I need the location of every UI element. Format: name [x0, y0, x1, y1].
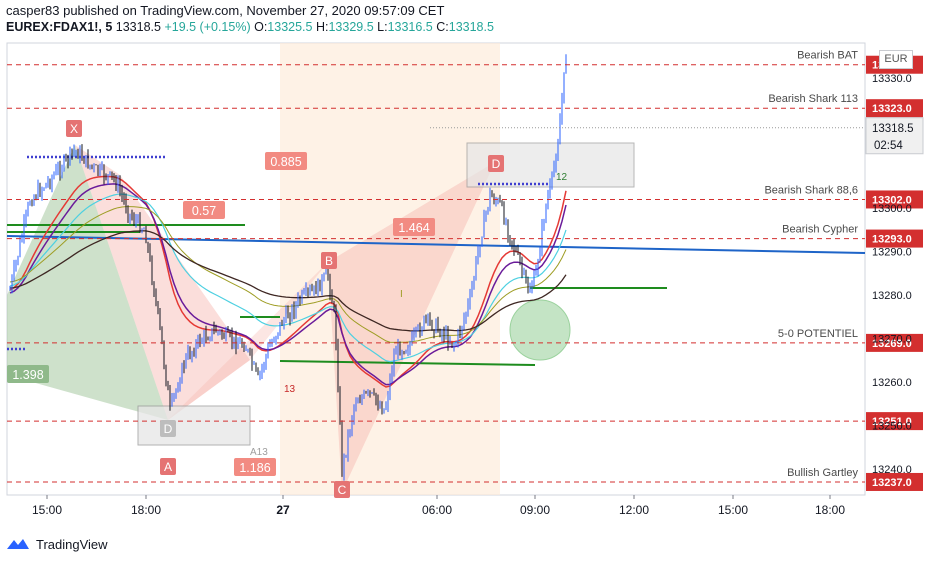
x-tick-1: 18:00	[131, 503, 161, 517]
symbol-info-bar: EUREX:FDAX1!, 5 13318.5 +19.5 (+0.15%) O…	[6, 20, 494, 34]
session-band	[280, 43, 500, 495]
price-countdown: 02:54	[874, 140, 903, 152]
x-tick-6: 15:00	[718, 503, 748, 517]
x-tick-2: 27	[276, 503, 290, 517]
open-label: O:	[254, 20, 268, 34]
pattern-triangle-green	[7, 145, 168, 420]
pattern-triangle-mid	[168, 262, 328, 420]
pattern-point-bg-0	[66, 120, 82, 137]
y-tick-2: 13260.0	[872, 377, 912, 389]
price-tag-bg-5	[866, 412, 923, 431]
level-label-0: Bearish BAT	[797, 50, 858, 62]
ratio-label-4: 1.398	[12, 368, 43, 382]
ratio-bg-4	[7, 365, 49, 383]
pattern-triangle-left	[75, 145, 250, 420]
pattern-point-bg-2	[160, 458, 176, 475]
level-label-6: Bullish Gartley	[787, 467, 858, 479]
price-tag-2: 13302.0	[872, 194, 912, 206]
pattern-point-5: D	[492, 157, 501, 171]
symbol-name[interactable]: EUREX:FDAX1!, 5	[6, 20, 113, 34]
price-tag-4: 13269.0	[872, 338, 912, 350]
y-tick-6: 13300.0	[872, 203, 912, 215]
publish-info: casper83 published on TradingView.com, N…	[6, 3, 445, 18]
footer: TradingView	[6, 534, 108, 554]
ma-black	[9, 230, 567, 332]
trend-line	[6, 235, 866, 254]
currency-button[interactable]: EUR	[879, 50, 913, 69]
low-label: L:	[377, 20, 388, 34]
close-value: 13318.5	[448, 20, 494, 34]
target-circle	[509, 299, 571, 361]
ratio-bg-2	[393, 218, 435, 236]
tradingview-logo-icon	[7, 539, 29, 549]
support-line-3	[279, 360, 536, 366]
y-tick-4: 13280.0	[872, 290, 912, 302]
last-price: 13318.5	[115, 20, 161, 34]
ma-red	[9, 175, 567, 388]
price-tag-6: 13237.0	[872, 477, 912, 489]
zone-box-low	[137, 405, 251, 446]
price-tag-1: 13323.0	[872, 103, 912, 115]
x-tick-0: 15:00	[32, 503, 62, 517]
pattern-point-1: D	[164, 422, 173, 436]
x-tick-3: 06:00	[422, 503, 452, 517]
brand-name: TradingView	[36, 536, 108, 552]
y-tick-0: 13240.0	[872, 464, 912, 476]
current-price: 13318.5	[872, 123, 914, 135]
y-tick-8: 13330.0	[872, 73, 912, 85]
pattern-point-0: X	[70, 122, 78, 136]
low-value: 13316.5	[387, 20, 433, 34]
y-tick-1: 13250.0	[872, 420, 912, 432]
ratio-label-3: 1.186	[239, 461, 270, 475]
price-tag-3: 13293.0	[872, 234, 912, 246]
x-tick-7: 18:00	[815, 503, 845, 517]
x-tick-4: 09:00	[520, 503, 550, 517]
x-tick-5: 12:00	[619, 503, 649, 517]
y-tick-3: 13270.0	[872, 334, 912, 346]
price-change: +19.5 (+0.15%)	[164, 20, 251, 34]
price-tag-bg-3	[866, 229, 923, 248]
small-label-3: I	[400, 289, 403, 300]
level-label-4: 5-0 POTENTIEL	[778, 328, 858, 340]
price-tag-bg-4	[866, 333, 923, 352]
ratio-bg-3	[234, 458, 276, 476]
small-label-2: 12	[556, 172, 568, 183]
ratio-bg-1	[183, 201, 225, 219]
price-tag-bg-6	[866, 472, 923, 491]
open-value: 13325.5	[267, 20, 313, 34]
price-tag-5: 13251.0	[872, 416, 912, 428]
y-tick-5: 13290.0	[872, 247, 912, 259]
pattern-point-bg-5	[488, 155, 504, 172]
pattern-point-bg-4	[334, 481, 350, 498]
small-label-0: 13	[284, 384, 296, 395]
ratio-bg-0	[265, 152, 307, 170]
ratio-label-0: 0.885	[270, 155, 301, 169]
price-tag-bg-2	[866, 190, 923, 209]
ma-cyan	[9, 193, 567, 363]
ratio-label-1: 0.57	[192, 204, 216, 218]
high-value: 13329.5	[328, 20, 374, 34]
level-label-3: Bearish Cypher	[782, 224, 858, 236]
level-label-1: Bearish Shark 113	[768, 93, 858, 105]
pattern-point-2: A	[164, 460, 172, 474]
pattern-point-3: B	[325, 254, 333, 268]
small-label-1: A13	[250, 447, 268, 458]
pattern-point-bg-3	[321, 252, 337, 269]
level-label-2: Bearish Shark 88,6	[764, 184, 858, 196]
close-label: C:	[436, 20, 449, 34]
price-tag-bg-1	[866, 99, 923, 118]
ratio-label-2: 1.464	[398, 221, 429, 235]
current-price-bg	[865, 117, 924, 155]
high-label: H:	[315, 20, 329, 34]
pattern-point-bg-1	[160, 420, 176, 437]
pattern-point-4: C	[338, 483, 347, 497]
